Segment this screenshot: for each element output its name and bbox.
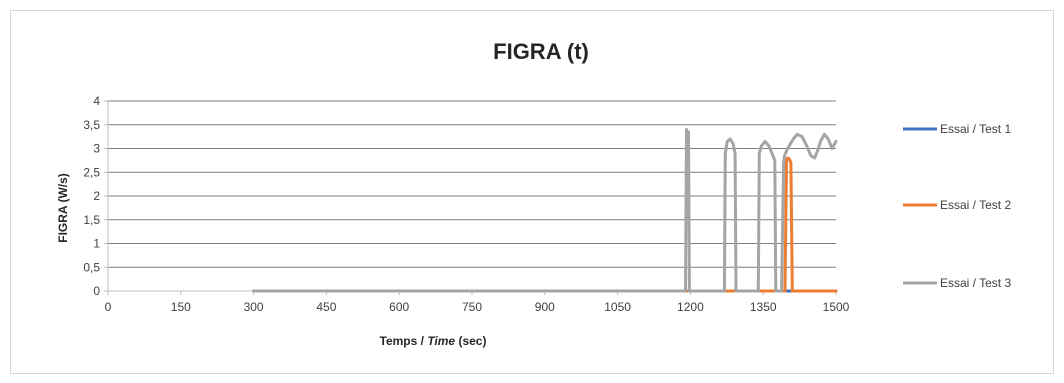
series-line-test-2	[252, 156, 838, 293]
gridlines	[108, 100, 836, 292]
x-tick-label: 150	[171, 300, 191, 314]
legend: Essai / Test 1 Essai / Test 2 Essai / Test…	[903, 122, 1011, 290]
chart-frame: FIGRA (t) 0 0,5 1 1,5 2 2,5 3 3,5 4 0 150 300 450 60…	[10, 10, 1054, 374]
x-tick-label: 600	[389, 300, 409, 314]
y-tick-label: 1	[93, 237, 100, 251]
x-axis-title-part-1: Temps /	[380, 334, 428, 348]
y-tick-label: 3	[93, 142, 100, 156]
y-axis-title: FIGRA (W/s)	[56, 173, 70, 243]
x-tick-label: 750	[462, 300, 482, 314]
x-tick-label: 0	[105, 300, 112, 314]
y-tick-label: 3,5	[83, 118, 100, 132]
y-tick-label: 4	[93, 94, 100, 108]
x-tick-label: 300	[244, 300, 264, 314]
series-line-test-3	[252, 128, 838, 293]
y-tick-label: 0,5	[83, 260, 100, 274]
legend-label-test-2: Essai / Test 2	[940, 198, 1011, 212]
y-axis: 0 0,5 1 1,5 2 2,5 3 3,5 4	[83, 94, 109, 298]
series-lines	[252, 128, 838, 293]
x-axis-title-part-2: Time	[427, 334, 455, 348]
y-tick-label: 2,5	[83, 165, 100, 179]
y-tick-label: 0	[93, 284, 100, 298]
x-tick-label: 900	[535, 300, 555, 314]
chart-title: FIGRA (t)	[493, 39, 589, 64]
x-tick-label: 450	[316, 300, 336, 314]
x-tick-label: 1200	[677, 300, 704, 314]
y-tick-label: 2	[93, 189, 100, 203]
legend-label-test-1: Essai / Test 1	[940, 122, 1011, 136]
y-tick-label: 1,5	[83, 213, 100, 227]
x-tick-label: 1500	[823, 300, 850, 314]
legend-label-test-3: Essai / Test 3	[940, 276, 1011, 290]
x-axis-title: Temps / Time (sec)	[380, 334, 487, 348]
x-tick-label: 1350	[750, 300, 777, 314]
figra-chart: FIGRA (t) 0 0,5 1 1,5 2 2,5 3 3,5 4 0 150 300 450 60…	[56, 39, 1011, 348]
x-tick-label: 1050	[604, 300, 631, 314]
x-axis: 0 150 300 450 600 750 900 1050 1200 1350 1500	[105, 291, 850, 314]
x-axis-title-part-3: (sec)	[455, 334, 486, 348]
